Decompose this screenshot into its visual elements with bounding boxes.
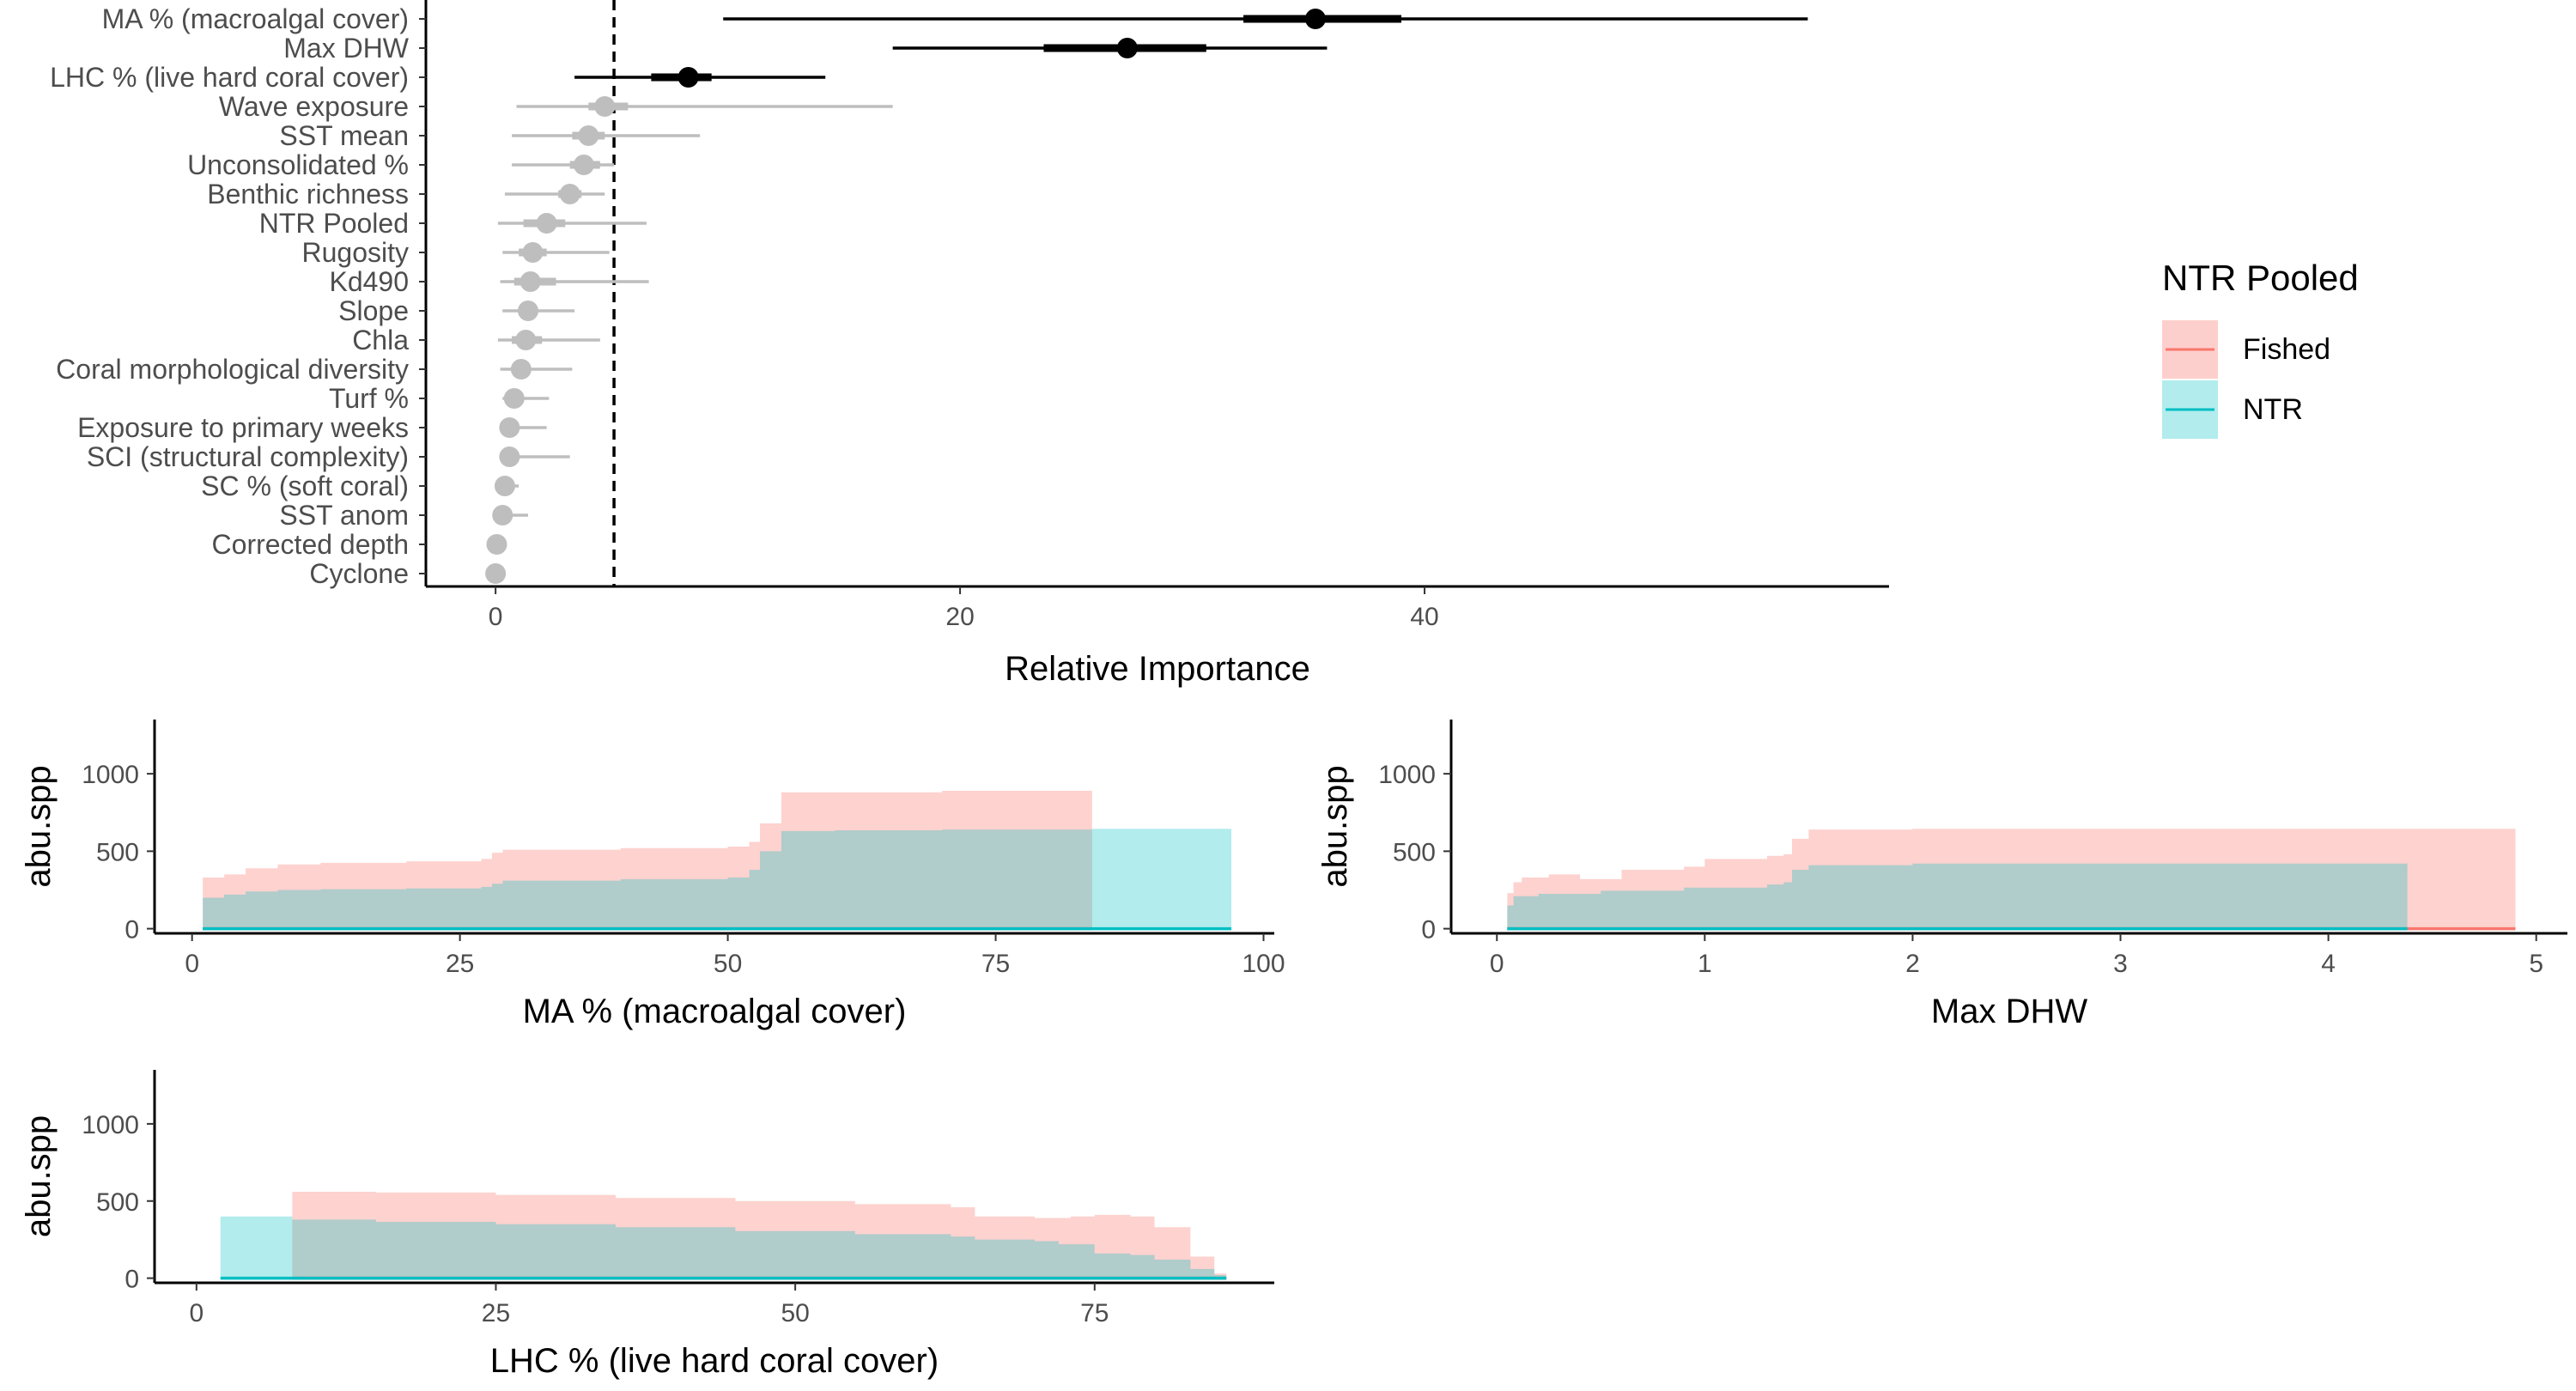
y-tick-label-sc-soft-coral: SC % (soft coral): [201, 471, 409, 501]
x-tick-label-20: 20: [945, 603, 974, 631]
y-tick-label-coral-morphological-diversity: Coral morphological diversity: [56, 354, 409, 385]
y-tick-label-1000: 1000: [1378, 761, 1436, 789]
x-tick-label-0: 0: [189, 1299, 204, 1327]
x-tick-label-2: 2: [1905, 950, 1920, 978]
median-point-coral-morphological-diversity: [510, 359, 532, 380]
median-point-sc-soft-coral: [494, 476, 515, 496]
area-ntr: [203, 828, 1232, 929]
y-tick-label-0: 0: [125, 916, 139, 945]
y-tick-label-sci-structural-complexity: SCI (structural complexity): [87, 441, 409, 472]
y-axis-title: abu.spp: [20, 1115, 58, 1237]
y-tick-label-0: 0: [125, 1266, 139, 1294]
y-tick-label-500: 500: [96, 1188, 139, 1217]
x-axis-title: LHC % (live hard coral cover): [490, 1342, 939, 1380]
median-point-unconsolidated: [573, 155, 594, 175]
x-tick-label-100: 100: [1242, 950, 1285, 978]
x-tick-label-0: 0: [489, 603, 503, 631]
x-axis-title: Max DHW: [1931, 993, 2087, 1030]
y-tick-label-unconsolidated: Unconsolidated %: [187, 149, 409, 180]
area-fished: [292, 1191, 1227, 1279]
median-point-sci-structural-complexity: [499, 446, 520, 467]
median-point-benthic-richness: [559, 184, 580, 204]
x-tick-label-75: 75: [981, 950, 1010, 978]
median-point-cyclone: [485, 563, 507, 584]
y-tick-label-sst-anom: SST anom: [279, 500, 409, 531]
median-point-slope: [518, 301, 539, 321]
area-ntr: [1507, 863, 2408, 929]
x-tick-label-75: 75: [1080, 1299, 1109, 1327]
median-point-turf: [503, 388, 525, 409]
area-ntr: [220, 1216, 1227, 1279]
y-tick-label-benthic-richness: Benthic richness: [207, 179, 409, 210]
median-point-rugosity: [522, 242, 544, 263]
x-tick-label-0: 0: [1490, 950, 1504, 978]
x-tick-label-50: 50: [714, 950, 742, 978]
y-tick-label-chla: Chla: [352, 325, 409, 355]
y-axis-title: abu.spp: [1316, 765, 1354, 887]
y-tick-label-turf: Turf %: [329, 383, 409, 414]
median-point-sst-mean: [578, 125, 599, 146]
y-tick-label-corrected-depth: Corrected depth: [212, 529, 409, 560]
median-point-max-dhw: [1116, 38, 1138, 58]
partial-plot-lhc: 0 500 1000 0 25 50 75 LHC % (live hard coral co…: [20, 1070, 1274, 1380]
x-axis-title: Relative Importance: [1005, 650, 1310, 688]
legend-label-fished: Fished: [2243, 333, 2330, 366]
median-point-sst-anom: [492, 505, 513, 525]
y-tick-label-exposure-to-primary-weeks: Exposure to primary weeks: [77, 412, 409, 443]
median-point-wave-exposure: [594, 96, 616, 117]
x-tick-label-25: 25: [446, 950, 474, 978]
area-fished: [203, 789, 1092, 929]
area-fished: [1507, 828, 2516, 929]
median-point-kd490: [519, 271, 541, 292]
legend-item-fished: Fished: [2162, 320, 2330, 379]
y-tick-label-sst-mean: SST mean: [279, 120, 409, 151]
y-tick-label-1000: 1000: [82, 761, 139, 789]
y-tick-label-lhc-live-hard-coral-cover: LHC % (live hard coral cover): [50, 62, 409, 93]
y-tick-label-max-dhw: Max DHW: [283, 33, 410, 64]
x-tick-label-0: 0: [185, 950, 199, 978]
y-tick-label-1000: 1000: [82, 1111, 139, 1139]
legend-title: NTR Pooled: [2162, 258, 2359, 298]
x-tick-label-1: 1: [1698, 950, 1712, 978]
median-point-lhc-live-hard-coral-cover: [677, 67, 699, 88]
x-axis-title: MA % (macroalgal cover): [523, 993, 907, 1030]
y-tick-label-slope: Slope: [338, 295, 409, 326]
y-tick-label-kd490: Kd490: [329, 266, 409, 297]
y-tick-label-500: 500: [1393, 838, 1436, 866]
legend-label-ntr: NTR: [2243, 393, 2303, 426]
x-tick-label-4: 4: [2321, 950, 2336, 978]
median-point-ntr-pooled: [536, 213, 557, 234]
y-tick-label-ma-macroalgal-cover: MA % (macroalgal cover): [102, 3, 409, 34]
y-tick-label-0: 0: [1421, 916, 1436, 945]
y-tick-label-cyclone: Cyclone: [309, 558, 409, 589]
legend-item-ntr: NTR: [2162, 380, 2303, 439]
x-tick-label-3: 3: [2113, 950, 2128, 978]
y-tick-label-rugosity: Rugosity: [302, 237, 410, 268]
y-tick-label-ntr-pooled: NTR Pooled: [259, 208, 409, 239]
median-point-exposure-to-primary-weeks: [499, 417, 520, 438]
x-tick-label-5: 5: [2529, 950, 2543, 978]
median-point-chla: [515, 330, 537, 350]
legend: NTR Pooled Fished NTR: [2162, 258, 2359, 439]
y-tick-label-500: 500: [96, 838, 139, 866]
partial-plot-max-dhw: 0 500 1000 0 1 2 3 4 5 Max DHW abu.spp: [1316, 720, 2567, 1030]
y-axis-title: abu.spp: [20, 765, 58, 887]
x-tick-label-40: 40: [1410, 603, 1438, 631]
partial-plot-ma: 0 500 1000 0 25 50 75 100 MA % (macroalgal cover…: [20, 720, 1285, 1030]
x-tick-label-25: 25: [482, 1299, 510, 1327]
median-point-corrected-depth: [486, 534, 507, 555]
y-tick-label-wave-exposure: Wave exposure: [219, 91, 409, 122]
median-point-ma-macroalgal-cover: [1304, 9, 1326, 29]
x-tick-label-50: 50: [781, 1299, 809, 1327]
